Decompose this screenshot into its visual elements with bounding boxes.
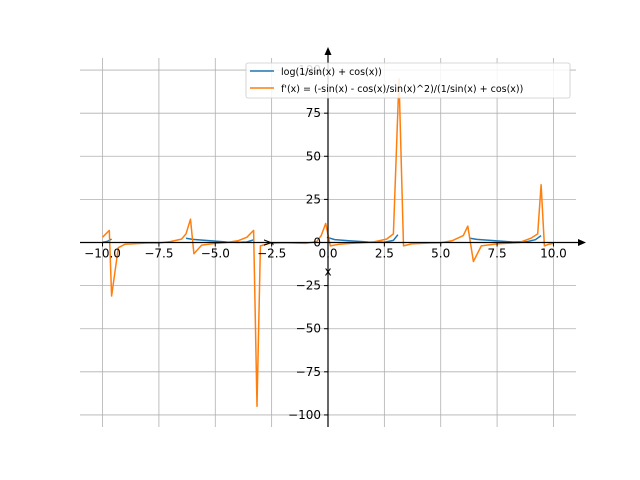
x-tick-label: −2.5 (257, 247, 286, 261)
x-tick-label: −7.5 (144, 247, 173, 261)
y-axis-arrow-icon (324, 47, 332, 55)
legend-label-1: log(1/sin(x) + cos(x)) (281, 67, 382, 78)
x-tick-label: 5.0 (431, 247, 450, 261)
y-tick-label: −100 (288, 408, 321, 422)
x-tick-label: −5.0 (201, 247, 230, 261)
x-tick-label: 10.0 (540, 247, 567, 261)
x-axis-arrow-icon (578, 239, 586, 246)
y-tick-label: 50 (306, 149, 321, 163)
y-axis-label: y (260, 239, 274, 246)
x-tick-label: 2.5 (375, 247, 394, 261)
axes (80, 47, 586, 427)
y-tick-label: −50 (296, 322, 321, 336)
y-tick-label: 0 (313, 236, 321, 250)
series-2-line (101, 77, 554, 408)
y-tick-label: 25 (306, 192, 321, 206)
legend-label-2: f'(x) = (-sin(x) - cos(x)/sin(x)^2)/(1/s… (281, 84, 523, 95)
x-axis-label: x (324, 265, 331, 279)
x-tick-label: 7.5 (488, 247, 507, 261)
legend-box (245, 62, 571, 99)
legend: log(1/sin(x) + cos(x)) f'(x) = (-sin(x) … (245, 62, 571, 99)
y-tick-label: −75 (296, 365, 321, 379)
x-tick-label: −10.0 (84, 247, 121, 261)
y-tick-label: −25 (296, 279, 321, 293)
y-tick-label: 75 (306, 106, 321, 120)
x-tick-label: 0.0 (318, 247, 337, 261)
